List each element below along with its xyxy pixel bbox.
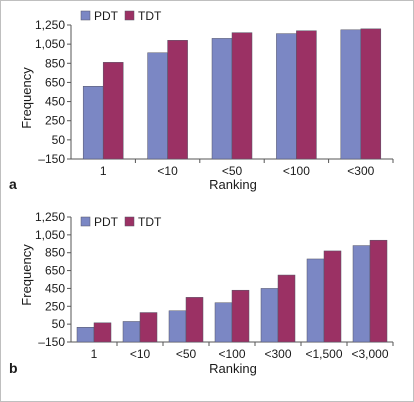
y-tick-label-a: 50 — [52, 133, 66, 147]
bar-tdt-a — [231, 32, 253, 160]
x-tick-label-a: <50 — [222, 164, 243, 178]
bar-tdt-a — [296, 30, 317, 160]
x-axis-title-b: Ranking — [209, 361, 257, 376]
panel-label-a: a — [9, 176, 17, 192]
bar-tdt-b — [277, 274, 296, 343]
bar-tdt-b — [369, 239, 388, 343]
x-tick-label-b: <100 — [218, 347, 245, 361]
bar-tdt-b — [323, 250, 342, 343]
y-tick-label-b: 1,050 — [35, 228, 65, 242]
legend-label-tdt-a: TDT — [138, 9, 162, 23]
y-tick-label-a: 250 — [45, 114, 65, 128]
y-tick-label-b: 650 — [45, 264, 65, 278]
legend-swatch-tdt-b — [124, 216, 135, 227]
legend-label-tdt-b: TDT — [138, 215, 162, 229]
x-tick-label-b: 1 — [91, 347, 98, 361]
x-axis-title-a: Ranking — [209, 177, 257, 192]
bar-tdt-a — [167, 40, 188, 160]
bar-pdt-a — [82, 86, 104, 160]
y-tick-label-b: 1,250 — [35, 210, 65, 224]
y-tick-label-a: 450 — [45, 95, 65, 109]
legend-label-pdt-a: PDT — [94, 9, 119, 23]
bar-pdt-a — [147, 52, 168, 160]
bar-pdt-a — [211, 38, 233, 160]
y-axis-title-a: Frequency — [19, 67, 34, 129]
bar-pdt-b — [214, 302, 233, 343]
x-tick-label-a: <10 — [157, 164, 178, 178]
bar-pdt-a — [276, 33, 297, 160]
bar-tdt-a — [102, 62, 124, 160]
x-tick-label-b: <10 — [130, 347, 151, 361]
y-tick-label-a: 1,250 — [35, 18, 65, 32]
legend-swatch-pdt-a — [80, 10, 91, 21]
bar-pdt-b — [168, 310, 187, 343]
bar-tdt-a — [360, 28, 382, 160]
y-tick-label-b: 450 — [45, 281, 65, 295]
chart-marks-b: –150 50 250 450 650 850 1,050 1,250 1 <10 <50 <100 <… — [35, 210, 394, 361]
legend-label-pdt-b: PDT — [94, 215, 119, 229]
y-tick-label-b: –150 — [38, 335, 65, 349]
panel-label-b: b — [9, 360, 18, 376]
bar-pdt-b — [122, 321, 141, 343]
y-tick-label-a: –150 — [38, 152, 65, 166]
x-tick-label-a: <300 — [347, 164, 374, 178]
bar-tdt-b — [231, 289, 250, 343]
y-tick-label-b: 50 — [52, 317, 66, 331]
x-tick-label-b: <50 — [176, 347, 197, 361]
y-tick-label-a: 1,050 — [35, 37, 65, 51]
y-tick-label-a: 850 — [45, 56, 65, 70]
bar-tdt-b — [185, 297, 204, 343]
chart-panel-b: b Frequency Ranking –150 50 250 450 650 850 1,… — [9, 210, 394, 376]
y-axis-title-b: Frequency — [19, 244, 34, 306]
x-tick-label-b: <1,500 — [305, 347, 342, 361]
legend-swatch-pdt-b — [80, 216, 91, 227]
x-tick-label-a: <100 — [283, 164, 310, 178]
y-tick-label-b: 250 — [45, 299, 65, 313]
chart-marks-a: –150 50 250 450 650 850 1,050 1,250 1 <10 <50 <100 <… — [35, 9, 394, 178]
y-tick-label-b: 850 — [45, 246, 65, 260]
chart-panel-a: a Frequency Ranking –150 50 250 450 650 850 1,… — [9, 9, 394, 192]
x-tick-label-b: <3,000 — [351, 347, 388, 361]
bar-pdt-b — [76, 327, 95, 343]
y-tick-label-a: 650 — [45, 75, 65, 89]
bar-tdt-b — [139, 312, 158, 343]
bar-pdt-b — [306, 258, 325, 343]
x-tick-label-b: <300 — [264, 347, 291, 361]
bar-pdt-a — [340, 29, 362, 160]
bar-pdt-b — [352, 245, 371, 343]
legend-swatch-tdt-a — [124, 10, 135, 21]
bar-tdt-b — [93, 322, 112, 343]
bar-pdt-b — [260, 288, 279, 343]
x-tick-label-a: 1 — [100, 164, 107, 178]
